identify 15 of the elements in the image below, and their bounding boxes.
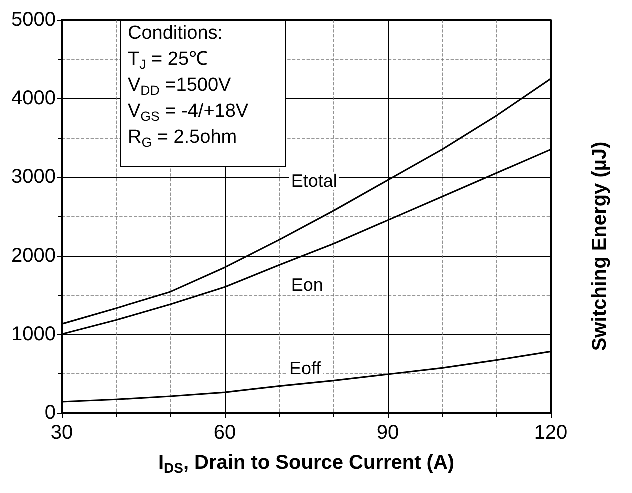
annotation: Conditions:: [128, 23, 224, 44]
y-axis-title: Switching Energy (µJ): [589, 142, 611, 352]
x-tick-label: 120: [534, 422, 568, 444]
y-tick-label: 2000: [12, 244, 56, 267]
y-tick-label: 3000: [12, 166, 56, 188]
x-tick-label: 60: [214, 422, 236, 444]
series-label: Eoff: [289, 358, 322, 378]
y-tick-label: 1000: [12, 323, 56, 346]
y-tick-label: 4000: [12, 88, 56, 110]
series-label: Eon: [291, 275, 324, 296]
y-tick-label: 0: [44, 402, 56, 424]
x-tick-label: 90: [376, 422, 400, 444]
x-tick-label: 30: [50, 422, 74, 444]
series-label: Etotal: [291, 171, 338, 192]
y-tick-label: 5000: [12, 9, 56, 31]
